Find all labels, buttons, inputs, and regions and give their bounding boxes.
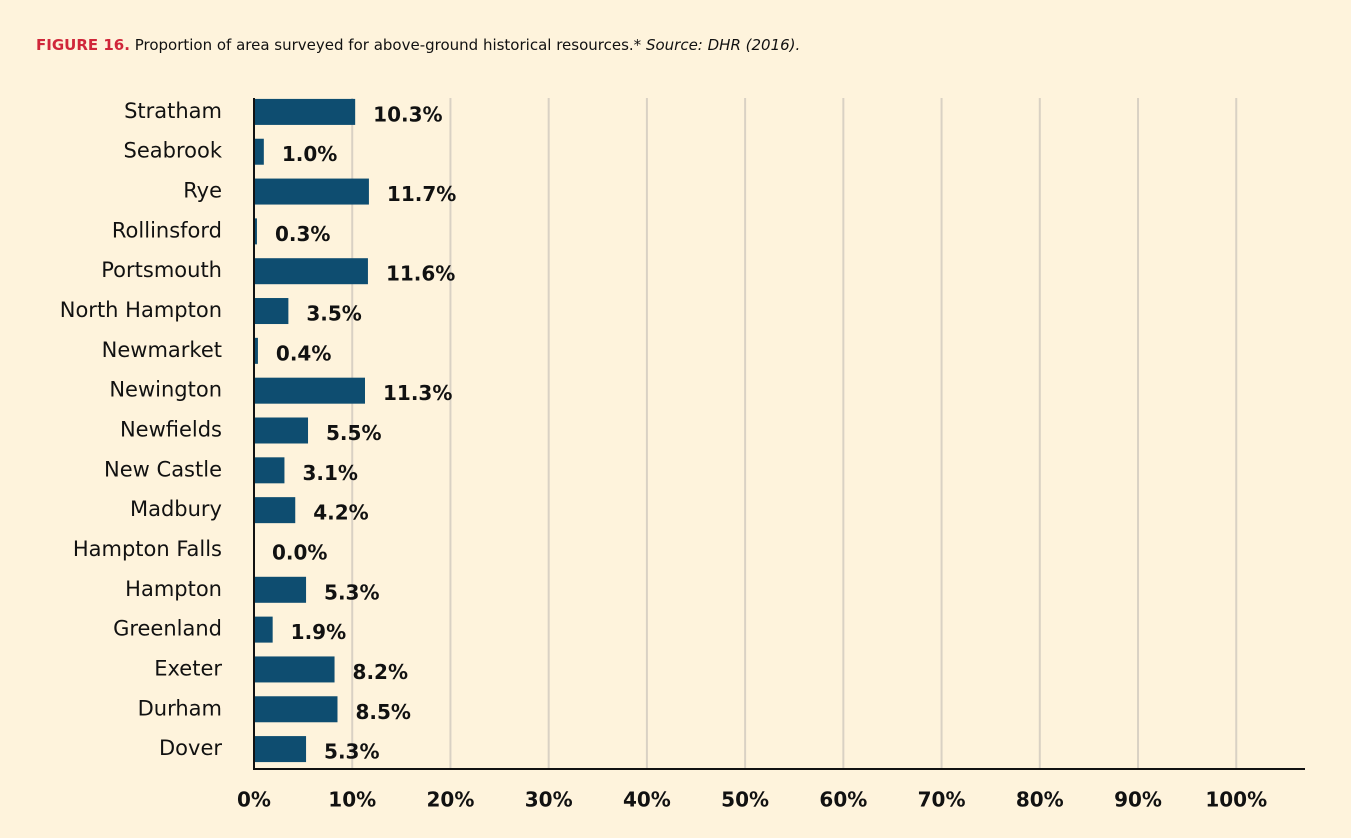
bar <box>254 98 356 125</box>
bar <box>254 696 338 723</box>
source: Source: DHR (2016). <box>646 36 800 54</box>
y-tick-label: Dover <box>159 736 222 760</box>
value-label: 5.3% <box>324 740 379 764</box>
y-tick-label: Durham <box>138 696 222 720</box>
x-tick-label: 90% <box>1114 788 1162 812</box>
y-tick-label: Exeter <box>154 656 222 680</box>
value-label: 11.3% <box>383 381 452 405</box>
y-tick-label: Portsmouth <box>101 258 222 282</box>
bar <box>254 178 369 205</box>
bar <box>254 377 365 404</box>
x-tick-label: 0% <box>237 788 271 812</box>
y-tick-label: Stratham <box>124 99 222 123</box>
y-tick-label: Madbury <box>130 497 222 521</box>
value-label: 8.5% <box>355 700 410 724</box>
chart-title: FIGURE 16. Proportion of area surveyed f… <box>36 36 800 54</box>
value-label: 0.0% <box>272 540 327 564</box>
value-label: 8.2% <box>353 660 408 684</box>
y-tick-label: New Castle <box>104 457 222 481</box>
y-tick-label: Seabrook <box>124 139 223 163</box>
title-text: Proportion of area surveyed for above-gr… <box>135 36 642 54</box>
bar <box>254 417 309 444</box>
bar <box>254 218 257 245</box>
bar <box>254 138 264 165</box>
y-tick-label: Rye <box>183 179 222 203</box>
x-tick-label: 10% <box>328 788 376 812</box>
x-tick-label: 30% <box>525 788 573 812</box>
bar <box>254 656 335 683</box>
y-tick-label: Hampton Falls <box>73 537 222 561</box>
bar <box>254 616 273 643</box>
x-tick-label: 70% <box>918 788 966 812</box>
bar <box>254 576 307 603</box>
bar <box>254 298 289 325</box>
bar <box>254 258 368 285</box>
x-tick-label: 60% <box>819 788 867 812</box>
value-label: 3.5% <box>306 302 361 326</box>
bar <box>254 736 307 763</box>
x-tick-label: 100% <box>1205 788 1267 812</box>
bar <box>254 497 296 524</box>
figure-label: FIGURE 16. <box>36 36 130 54</box>
value-label: 1.0% <box>282 142 337 166</box>
value-label: 5.3% <box>324 580 379 604</box>
bar <box>254 337 258 364</box>
value-label: 5.5% <box>326 421 381 445</box>
y-tick-label: Greenland <box>113 617 222 641</box>
value-label: 10.3% <box>373 102 442 126</box>
value-label: 11.6% <box>386 262 455 286</box>
x-tick-label: 20% <box>427 788 475 812</box>
value-label: 0.4% <box>276 341 331 365</box>
y-tick-label: North Hampton <box>60 298 222 322</box>
value-label: 4.2% <box>313 501 368 525</box>
x-tick-label: 80% <box>1016 788 1064 812</box>
y-tick-label: Newington <box>109 378 222 402</box>
x-tick-label: 50% <box>721 788 769 812</box>
y-tick-label: Newmarket <box>102 338 222 362</box>
value-label: 3.1% <box>302 461 357 485</box>
y-tick-label: Hampton <box>125 577 222 601</box>
y-tick-label: Newfields <box>120 418 222 442</box>
value-label: 11.7% <box>387 182 456 206</box>
y-tick-label: Rollinsford <box>112 218 222 242</box>
x-tick-label: 40% <box>623 788 671 812</box>
bar <box>254 457 285 484</box>
value-label: 0.3% <box>275 222 330 246</box>
value-label: 1.9% <box>291 620 346 644</box>
